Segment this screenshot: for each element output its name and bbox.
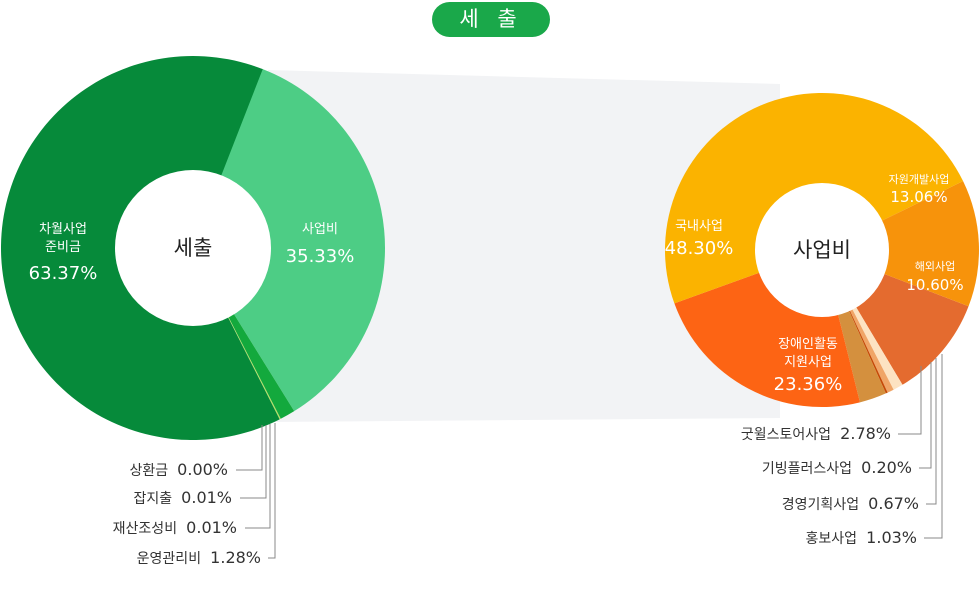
ext-label-management: 경영기획사업 0.67% [782,494,919,513]
label-resource-pct: 13.06% [890,188,947,206]
ext-label-repayment-pct: 0.00% [177,460,228,479]
label-resource-name: 자원개발사업 [889,173,950,186]
leader-line-기빙플러스사업 [919,362,932,469]
ext-label-operations: 운영관리비 1.28% [137,548,261,567]
ext-label-operations-pct: 1.28% [210,548,261,567]
ext-label-pr: 홍보사업 1.03% [806,528,917,547]
leader-line-운영관리비 [268,423,276,559]
label-domestic-name: 국내사업 [675,219,723,234]
ext-label-management-name: 경영기획사업 [782,497,859,513]
ext-label-misc-name: 잡지출 [133,491,172,507]
label-reserve-pct: 63.37% [29,263,98,284]
leader-line-재산조성비 [245,424,271,529]
pie2-center-label: 사업비 [793,238,851,262]
ext-label-operations-name: 운영관리비 [137,551,201,567]
label-domestic-pct: 48.30% [665,238,734,259]
label-reserve-line1: 차월사업 [39,222,87,237]
ext-label-repayment: 상환금 0.00% [129,460,228,479]
ext-label-assets-pct: 0.01% [186,518,237,537]
pie1-center-label: 세출 [174,236,213,260]
ext-label-misc-pct: 0.01% [181,488,232,507]
ext-label-goodwill-name: 굿윌스토어사업 [741,427,831,443]
leader-line-굿윌스토어사업 [898,366,922,435]
pie1-slice-사업비 [193,68,385,412]
ext-label-pr-pct: 1.03% [866,528,917,547]
ext-label-pr-name: 홍보사업 [806,531,858,547]
ext-label-givingplus-pct: 0.20% [861,458,912,477]
label-project-name: 사업비 [302,222,338,237]
label-overseas-name: 해외사업 [915,259,955,273]
chart-title-badge: 세 출 [432,2,550,37]
leader-line-잡지출 [240,425,267,499]
leader-line-상환금 [236,425,263,471]
leader-line-홍보사업 [924,354,943,539]
label-disability-line1: 장애인활동 [778,337,838,352]
label-overseas-pct: 10.60% [906,276,963,294]
label-disability-pct: 23.36% [774,374,843,395]
ext-label-givingplus-name: 기빙플러스사업 [762,461,852,477]
pie1-leader-lines [236,423,276,559]
pie-project-costs [664,92,979,407]
ext-label-assets: 재산조성비 0.01% [113,518,237,537]
label-disability-line2: 지원사업 [784,355,832,370]
pie1-center-hole [115,170,271,326]
pie2-center-hole [755,183,889,317]
label-project-pct: 35.33% [286,246,355,267]
ext-label-assets-name: 재산조성비 [113,521,177,537]
label-reserve-line2: 준비금 [45,240,81,255]
pie-expenditure [0,55,385,440]
pie2-slice-자원개발사업 [822,181,979,307]
ext-label-repayment-name: 상환금 [129,463,168,479]
ext-label-goodwill: 굿윌스토어사업 2.78% [741,424,891,443]
pie2-leader-lines [898,354,943,539]
ext-label-misc: 잡지출 0.01% [133,488,232,507]
leader-line-경영기획사업 [926,358,937,505]
ext-label-givingplus: 기빙플러스사업 0.20% [762,458,912,477]
ext-label-management-pct: 0.67% [868,494,919,513]
connector-band [268,70,780,422]
ext-label-goodwill-pct: 2.78% [840,424,891,443]
